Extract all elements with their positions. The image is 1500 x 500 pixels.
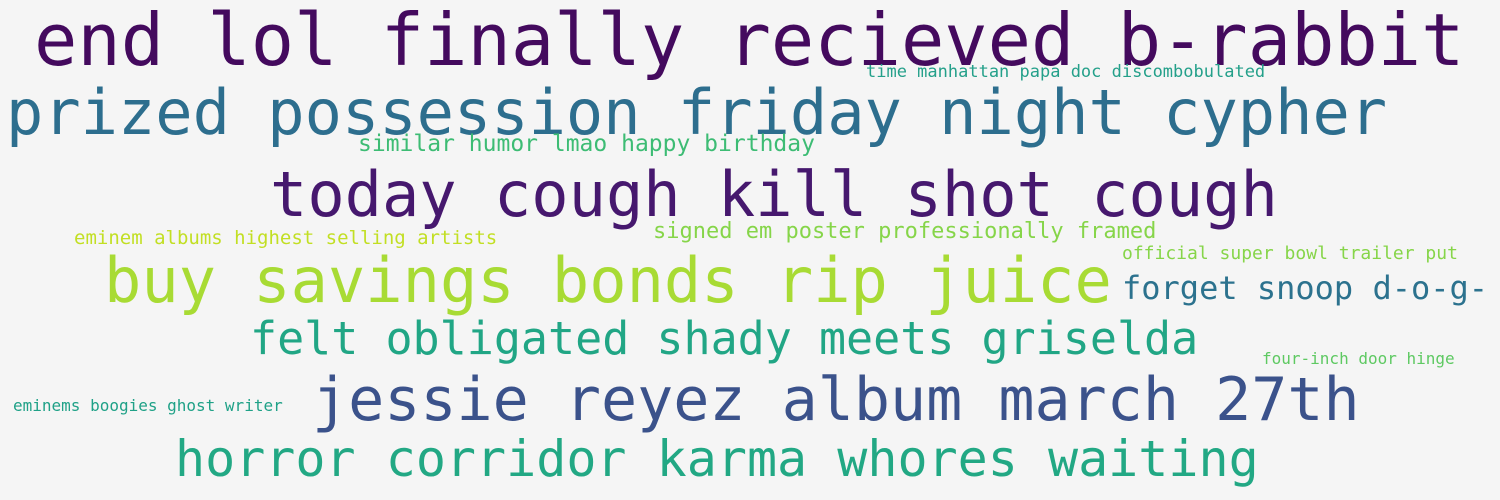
phrase-felt-obligated: felt obligated shady meets griselda: [250, 312, 1199, 365]
phrase-buy-savings-bonds: buy savings bonds rip juice: [104, 244, 1112, 317]
phrase-eminem-albums: eminem albums highest selling artists: [74, 227, 498, 249]
phrase-signed-em-poster: signed em poster professionally framed: [653, 219, 1157, 244]
phrase-official-super-bowl: official super bowl trailer put: [1122, 243, 1458, 264]
phrase-time-manhattan: time manhattan papa doc discombobulated: [866, 62, 1266, 82]
phrase-forget-snoop: forget snoop d-o-g-: [1122, 269, 1489, 307]
phrase-end-lol-finally: end lol finally recieved b-rabbit: [34, 0, 1465, 82]
phrase-jessie-reyez: jessie reyez album march 27th: [312, 365, 1360, 435]
phrase-horror-corridor: horror corridor karma whores waiting: [175, 430, 1259, 488]
phrase-eminems-boogies: eminems boogies ghost writer: [13, 396, 283, 415]
phrase-similar-humor: similar humor lmao happy birthday: [358, 131, 815, 157]
phrase-today-cough: today cough kill shot cough: [270, 158, 1278, 231]
phrase-four-inch-door-hinge: four-inch door hinge: [1262, 349, 1455, 368]
phrase-prized-possession: prized possession friday night cypher: [6, 76, 1388, 149]
